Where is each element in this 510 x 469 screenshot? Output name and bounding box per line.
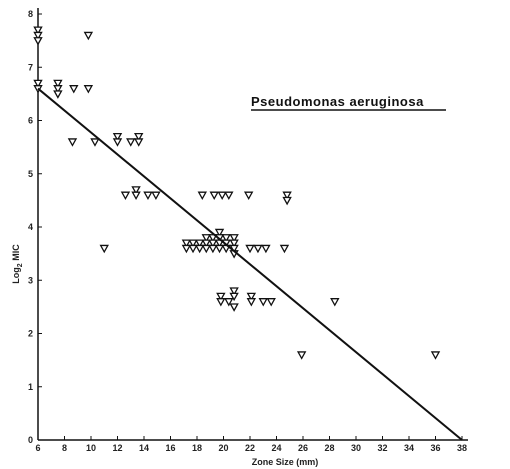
data-point [229, 239, 239, 248]
data-point [33, 31, 43, 41]
data-point [430, 351, 441, 360]
data-point [209, 191, 219, 200]
data-point [69, 85, 79, 94]
y-tick-label: 4 [28, 222, 33, 232]
data-point [221, 234, 231, 243]
y-tick-label: 6 [28, 116, 33, 126]
x-tick-label: 14 [139, 443, 149, 453]
data-point [246, 298, 257, 307]
data-point [214, 244, 225, 254]
data-point [266, 298, 276, 307]
data-point [261, 244, 271, 254]
regression-line [37, 87, 463, 441]
data-point [208, 239, 218, 248]
data-point [90, 138, 100, 147]
data-point [83, 85, 94, 94]
data-point [181, 239, 192, 248]
data-point [243, 191, 254, 200]
data-point [112, 138, 123, 147]
data-point [67, 138, 78, 147]
x-tick-label: 24 [271, 443, 281, 453]
data-point [126, 138, 136, 147]
x-tick-label: 10 [86, 443, 96, 453]
data-point [53, 85, 63, 94]
data-points [33, 26, 441, 360]
y-tick-label: 0 [28, 435, 33, 445]
data-point [296, 351, 307, 360]
data-point [279, 244, 290, 254]
data-point [131, 186, 141, 195]
data-point [188, 244, 198, 254]
y-axis-label: Log2 MIC [11, 244, 24, 284]
x-tick-label: 26 [298, 443, 308, 453]
data-point [224, 191, 234, 200]
x-tick-label: 28 [324, 443, 334, 453]
data-point [53, 90, 63, 99]
x-tick-label: 16 [165, 443, 175, 453]
x-tick-label: 12 [112, 443, 122, 453]
data-point [201, 234, 211, 243]
data-point [246, 292, 257, 302]
data-point [181, 244, 192, 254]
data-point [53, 79, 63, 89]
x-tick-label: 18 [192, 443, 202, 453]
data-point [143, 191, 153, 200]
y-tick-label: 2 [28, 329, 33, 339]
data-point [217, 191, 227, 200]
x-tick-label: 8 [62, 443, 67, 453]
ticks: 6 8 10 12 14 16 18 20 22 24 26 28 30 32 34 36 3801234567… [28, 9, 467, 453]
data-point [245, 244, 255, 254]
x-tick-label: 20 [218, 443, 228, 453]
data-point [194, 244, 205, 254]
data-point [330, 298, 340, 307]
data-point [194, 239, 205, 248]
data-point [229, 303, 239, 312]
data-point [151, 191, 161, 200]
data-point [229, 292, 239, 302]
data-point [112, 132, 123, 142]
x-tick-label: 6 [35, 443, 40, 453]
data-point [131, 191, 141, 200]
x-tick-label: 34 [404, 443, 414, 453]
axes [37, 8, 468, 441]
y-tick-label: 3 [28, 275, 33, 285]
data-point [120, 191, 131, 200]
data-point [282, 191, 292, 200]
x-tick-label: 32 [377, 443, 387, 453]
data-point [33, 26, 43, 35]
data-point [188, 239, 198, 248]
y-tick-label: 7 [28, 62, 33, 72]
data-point [282, 196, 292, 206]
chart-title: Pseudomonas aeruginosa [251, 94, 424, 109]
data-point [133, 132, 144, 142]
data-point [133, 138, 144, 147]
data-point [224, 298, 234, 307]
data-point [216, 298, 226, 307]
data-point [201, 239, 211, 248]
data-point [229, 234, 239, 243]
data-point [208, 244, 218, 254]
y-tick-label: 5 [28, 169, 33, 179]
x-tick-label: 36 [430, 443, 440, 453]
y-tick-label: 8 [28, 9, 33, 19]
data-point [214, 228, 225, 238]
x-tick-label: 38 [457, 443, 467, 453]
data-point [216, 292, 226, 302]
y-tick-label: 1 [28, 382, 33, 392]
x-tick-label: 22 [245, 443, 255, 453]
data-point [33, 37, 43, 46]
x-axis-label: Zone Size (mm) [252, 457, 319, 467]
data-point [99, 244, 109, 254]
data-point [253, 244, 263, 254]
x-tick-label: 30 [351, 443, 361, 453]
data-point [229, 287, 239, 296]
data-point [33, 79, 43, 89]
data-point [197, 191, 208, 200]
data-point [83, 31, 94, 41]
data-point [258, 298, 268, 307]
data-point [201, 244, 211, 254]
